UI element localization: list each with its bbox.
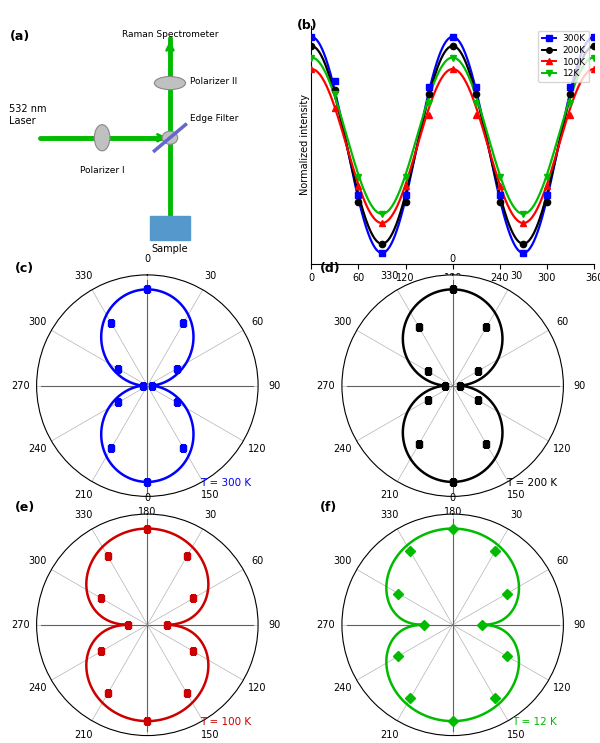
Text: (e): (e) xyxy=(14,501,35,514)
Text: Polarizer I: Polarizer I xyxy=(80,166,124,175)
Text: (b): (b) xyxy=(297,19,318,32)
Text: 532 nm
Laser: 532 nm Laser xyxy=(9,104,46,126)
Text: (d): (d) xyxy=(320,262,340,275)
X-axis label: Theta (Θ): Theta (Θ) xyxy=(426,289,479,299)
Text: Polarizer II: Polarizer II xyxy=(190,77,237,86)
Text: (f): (f) xyxy=(320,501,337,514)
Ellipse shape xyxy=(94,125,110,151)
Text: Raman Spectrometer: Raman Spectrometer xyxy=(122,30,218,39)
Text: Edge Filter: Edge Filter xyxy=(190,114,238,123)
FancyBboxPatch shape xyxy=(150,216,190,240)
Text: (a): (a) xyxy=(10,30,31,42)
Y-axis label: Normalized intensity: Normalized intensity xyxy=(300,94,310,195)
Text: T = 300 K: T = 300 K xyxy=(200,478,251,487)
Text: T = 12 K: T = 12 K xyxy=(512,717,557,727)
Text: (c): (c) xyxy=(14,262,34,275)
Text: Sample: Sample xyxy=(152,244,188,253)
Ellipse shape xyxy=(154,77,185,90)
Text: T = 200 K: T = 200 K xyxy=(506,478,557,487)
Legend: 300K, 200K, 100K, 12K: 300K, 200K, 100K, 12K xyxy=(538,30,589,82)
Text: T = 100 K: T = 100 K xyxy=(200,717,251,727)
Ellipse shape xyxy=(162,132,178,144)
